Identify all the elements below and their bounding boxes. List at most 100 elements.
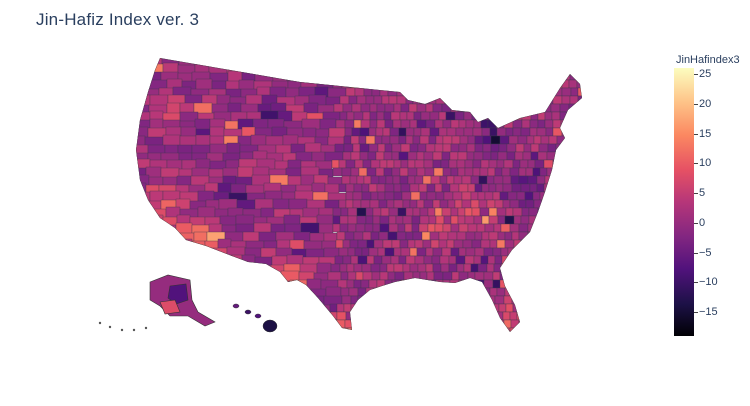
county-cell[interactable] xyxy=(342,255,352,265)
county-cell[interactable] xyxy=(381,95,390,105)
county-cell[interactable] xyxy=(566,223,575,233)
county-cell[interactable] xyxy=(132,214,150,231)
county-cell[interactable] xyxy=(145,222,162,239)
county-cell[interactable] xyxy=(527,159,536,169)
county-cell[interactable] xyxy=(449,279,460,289)
county-cell[interactable] xyxy=(508,135,519,145)
county-cell[interactable] xyxy=(416,247,427,257)
county-cell[interactable] xyxy=(555,255,565,265)
county-cell[interactable] xyxy=(570,327,581,336)
county-cell[interactable] xyxy=(551,311,562,321)
county-cell[interactable] xyxy=(370,175,380,185)
county-cell[interactable] xyxy=(353,263,363,273)
county-cell[interactable] xyxy=(405,207,414,217)
county-cell[interactable] xyxy=(572,135,582,145)
county-cell[interactable] xyxy=(493,223,502,233)
county-cell[interactable] xyxy=(394,311,403,321)
county-cell[interactable] xyxy=(371,87,381,97)
county-cell[interactable] xyxy=(497,215,506,225)
county-cell[interactable] xyxy=(536,95,545,105)
county-cell[interactable] xyxy=(427,311,436,321)
county-cell[interactable] xyxy=(562,167,571,177)
county-cell[interactable] xyxy=(502,175,512,185)
county-cell[interactable] xyxy=(400,279,410,289)
county-cell[interactable] xyxy=(544,295,555,305)
county-cell[interactable] xyxy=(458,119,467,129)
county-cell[interactable] xyxy=(544,71,554,81)
county-cell[interactable] xyxy=(489,127,498,137)
county-cell[interactable] xyxy=(393,71,403,81)
county-cell[interactable] xyxy=(438,111,447,121)
county-cell[interactable] xyxy=(452,87,461,97)
county-cell[interactable] xyxy=(480,239,491,249)
county-cell[interactable] xyxy=(537,207,548,217)
county-cell[interactable] xyxy=(382,239,393,249)
county-cell[interactable] xyxy=(368,183,378,193)
county-cell[interactable] xyxy=(320,64,338,77)
county-cell[interactable] xyxy=(166,102,181,115)
county-cell[interactable] xyxy=(534,319,545,329)
county-cell[interactable] xyxy=(509,311,518,321)
county-cell[interactable] xyxy=(423,295,433,305)
county-cell[interactable] xyxy=(545,63,554,73)
county-cell[interactable] xyxy=(399,295,408,305)
county-cell[interactable] xyxy=(570,247,580,257)
county-cell[interactable] xyxy=(511,231,520,241)
county-cell[interactable] xyxy=(497,95,507,105)
county-cell[interactable] xyxy=(394,63,405,73)
county-cell[interactable] xyxy=(559,223,568,233)
county-cell[interactable] xyxy=(560,319,570,329)
county-cell[interactable] xyxy=(516,311,527,321)
county-cell[interactable] xyxy=(380,287,391,297)
county-cell[interactable] xyxy=(438,295,448,305)
county-cell[interactable] xyxy=(550,303,560,313)
county-cell[interactable] xyxy=(378,311,387,321)
county-cell[interactable] xyxy=(482,135,492,145)
county-cell[interactable] xyxy=(361,263,372,273)
county-cell[interactable] xyxy=(519,71,530,81)
county-cell[interactable] xyxy=(538,247,547,257)
county-cell[interactable] xyxy=(383,295,392,305)
county-cell[interactable] xyxy=(210,254,227,269)
county-cell[interactable] xyxy=(561,279,572,289)
county-cell[interactable] xyxy=(208,286,223,300)
county-cell[interactable] xyxy=(387,87,398,97)
county-cell[interactable] xyxy=(529,127,538,137)
county-cell[interactable] xyxy=(132,264,150,277)
county-cell[interactable] xyxy=(442,311,452,321)
county-cell[interactable] xyxy=(495,56,505,65)
county-cell[interactable] xyxy=(486,295,496,305)
county-cell[interactable] xyxy=(372,207,382,217)
county-cell[interactable] xyxy=(565,183,576,193)
county-cell[interactable] xyxy=(514,63,524,73)
county-cell[interactable] xyxy=(570,295,579,305)
county-cell[interactable] xyxy=(465,231,476,241)
county-cell[interactable] xyxy=(423,151,434,161)
county-cell[interactable] xyxy=(583,184,590,192)
county-cell[interactable] xyxy=(458,311,468,321)
county-cell[interactable] xyxy=(500,103,511,113)
county-cell[interactable] xyxy=(399,175,409,185)
county-cell[interactable] xyxy=(246,271,265,288)
county-cell[interactable] xyxy=(458,143,468,153)
county-cell[interactable] xyxy=(379,63,389,73)
county-cell[interactable] xyxy=(433,271,444,281)
county-cell[interactable] xyxy=(322,55,340,70)
county-cell[interactable] xyxy=(475,327,484,336)
county-cell[interactable] xyxy=(550,103,561,113)
county-cell[interactable] xyxy=(379,87,389,97)
county-cell[interactable] xyxy=(366,79,376,89)
county-cell[interactable] xyxy=(539,255,550,265)
county-cell[interactable] xyxy=(413,111,422,121)
county-cell[interactable] xyxy=(335,319,346,329)
county-cell[interactable] xyxy=(205,302,220,317)
county-cell[interactable] xyxy=(179,327,199,342)
county-cell[interactable] xyxy=(477,263,488,273)
county-cell[interactable] xyxy=(451,95,461,105)
county-cell[interactable] xyxy=(516,271,526,281)
county-cell[interactable] xyxy=(397,223,406,233)
county-cell[interactable] xyxy=(368,247,379,257)
county-cell[interactable] xyxy=(459,95,468,105)
county-cell[interactable] xyxy=(550,223,561,233)
county-cell[interactable] xyxy=(467,271,476,281)
